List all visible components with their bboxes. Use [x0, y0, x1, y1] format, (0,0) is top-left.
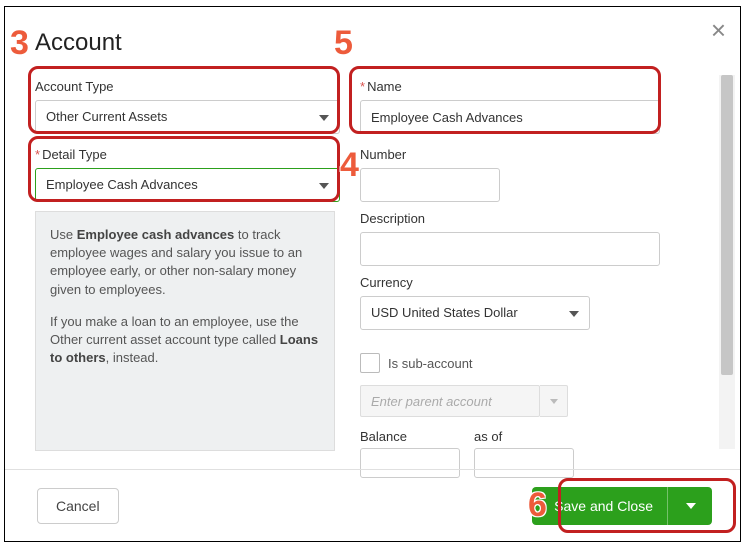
name-label: *Name: [360, 79, 660, 94]
account-type-value: Other Current Assets: [46, 109, 167, 124]
scrollbar[interactable]: [719, 75, 735, 449]
asof-label: as of: [474, 429, 574, 444]
account-type-label: Account Type: [35, 79, 340, 94]
scroll-thumb[interactable]: [721, 75, 733, 375]
save-and-close-button[interactable]: Save and Close: [532, 487, 712, 525]
number-label: Number: [360, 147, 660, 162]
currency-value: USD United States Dollar: [371, 305, 518, 320]
detail-type-help: Use Employee cash advances to track empl…: [35, 211, 335, 451]
detail-type-field: *Detail Type Employee Cash Advances: [35, 147, 340, 202]
balance-label: Balance: [360, 429, 460, 444]
sub-account-label: Is sub-account: [388, 356, 473, 371]
account-type-field: Account Type Other Current Assets: [35, 79, 340, 134]
number-input[interactable]: [371, 169, 489, 201]
modal-title: Account: [35, 29, 122, 57]
cancel-button[interactable]: Cancel: [37, 488, 119, 524]
sub-account-checkbox[interactable]: [360, 353, 380, 373]
help-paragraph-2: If you make a loan to an employee, use t…: [50, 313, 320, 368]
help-paragraph-1: Use Employee cash advances to track empl…: [50, 226, 320, 299]
detail-type-value: Employee Cash Advances: [46, 177, 198, 192]
required-asterisk: *: [360, 79, 365, 94]
save-button-label: Save and Close: [554, 498, 653, 514]
account-modal: × Account Account Type Other Current Ass…: [4, 6, 741, 542]
modal-footer: Cancel Save and Close: [5, 469, 740, 541]
detail-type-label: *Detail Type: [35, 147, 340, 162]
close-icon[interactable]: ×: [711, 17, 726, 43]
currency-label: Currency: [360, 275, 660, 290]
currency-field: Currency USD United States Dollar: [360, 275, 660, 330]
sub-account-field: Is sub-account Enter parent account: [360, 353, 660, 417]
currency-select[interactable]: USD United States Dollar: [360, 296, 590, 330]
required-asterisk: *: [35, 147, 40, 162]
description-input[interactable]: [371, 233, 649, 265]
description-label: Description: [360, 211, 660, 226]
chevron-down-icon: [686, 503, 696, 509]
detail-type-select[interactable]: Employee Cash Advances: [35, 168, 340, 202]
name-input[interactable]: [371, 101, 649, 133]
parent-account-select[interactable]: Enter parent account: [360, 385, 540, 417]
name-field: *Name: [360, 79, 660, 134]
description-field: Description: [360, 211, 660, 266]
save-button-separator: [667, 487, 668, 525]
parent-account-caret-icon[interactable]: [540, 385, 568, 417]
account-type-select[interactable]: Other Current Assets: [35, 100, 340, 134]
number-field: Number: [360, 147, 660, 202]
